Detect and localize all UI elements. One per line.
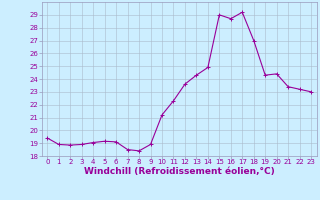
X-axis label: Windchill (Refroidissement éolien,°C): Windchill (Refroidissement éolien,°C)	[84, 167, 275, 176]
